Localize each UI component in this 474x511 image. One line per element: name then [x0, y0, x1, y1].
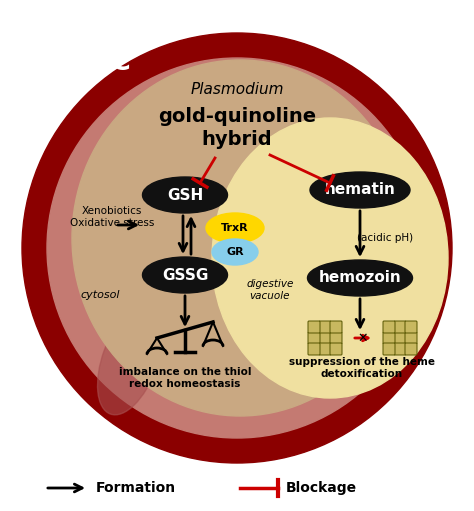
- FancyBboxPatch shape: [394, 321, 406, 333]
- FancyBboxPatch shape: [405, 332, 417, 344]
- Ellipse shape: [212, 239, 258, 265]
- FancyBboxPatch shape: [405, 321, 417, 333]
- FancyBboxPatch shape: [330, 343, 342, 355]
- Text: Formation: Formation: [96, 481, 176, 495]
- FancyBboxPatch shape: [383, 332, 395, 344]
- FancyBboxPatch shape: [308, 332, 320, 344]
- FancyBboxPatch shape: [394, 332, 406, 344]
- Ellipse shape: [72, 60, 408, 416]
- Ellipse shape: [143, 257, 228, 293]
- FancyBboxPatch shape: [308, 321, 320, 333]
- Text: Plasmodium: Plasmodium: [190, 82, 284, 98]
- Circle shape: [22, 33, 452, 463]
- Text: hematin: hematin: [325, 182, 395, 197]
- Ellipse shape: [143, 177, 228, 213]
- Circle shape: [47, 58, 427, 438]
- FancyBboxPatch shape: [319, 321, 331, 333]
- Text: suppression of the heme
detoxification: suppression of the heme detoxification: [289, 357, 435, 379]
- Ellipse shape: [98, 305, 163, 415]
- FancyBboxPatch shape: [308, 343, 320, 355]
- Text: RBC: RBC: [69, 48, 131, 76]
- Text: ✕: ✕: [358, 332, 368, 344]
- FancyBboxPatch shape: [330, 321, 342, 333]
- Text: imbalance on the thiol
redox homeostasis: imbalance on the thiol redox homeostasis: [119, 367, 251, 389]
- Text: GSH: GSH: [167, 188, 203, 202]
- FancyBboxPatch shape: [383, 343, 395, 355]
- Text: Xenobiotics
Oxidative stress: Xenobiotics Oxidative stress: [70, 206, 154, 228]
- Text: hemozoin: hemozoin: [319, 270, 401, 286]
- FancyBboxPatch shape: [330, 332, 342, 344]
- Ellipse shape: [310, 172, 410, 208]
- Text: cytosol: cytosol: [80, 290, 120, 300]
- FancyBboxPatch shape: [319, 332, 331, 344]
- Text: (acidic pH): (acidic pH): [357, 233, 413, 243]
- Ellipse shape: [212, 118, 448, 398]
- FancyBboxPatch shape: [405, 343, 417, 355]
- Text: GSSG: GSSG: [162, 267, 208, 283]
- Ellipse shape: [206, 213, 264, 243]
- Text: gold-quinoline
hybrid: gold-quinoline hybrid: [158, 107, 316, 149]
- Ellipse shape: [308, 260, 412, 296]
- Text: digestive
vacuole: digestive vacuole: [246, 279, 294, 301]
- FancyBboxPatch shape: [383, 321, 395, 333]
- Text: Blockage: Blockage: [286, 481, 357, 495]
- FancyBboxPatch shape: [394, 343, 406, 355]
- Text: GR: GR: [226, 247, 244, 257]
- FancyBboxPatch shape: [319, 343, 331, 355]
- Text: TrxR: TrxR: [221, 223, 249, 233]
